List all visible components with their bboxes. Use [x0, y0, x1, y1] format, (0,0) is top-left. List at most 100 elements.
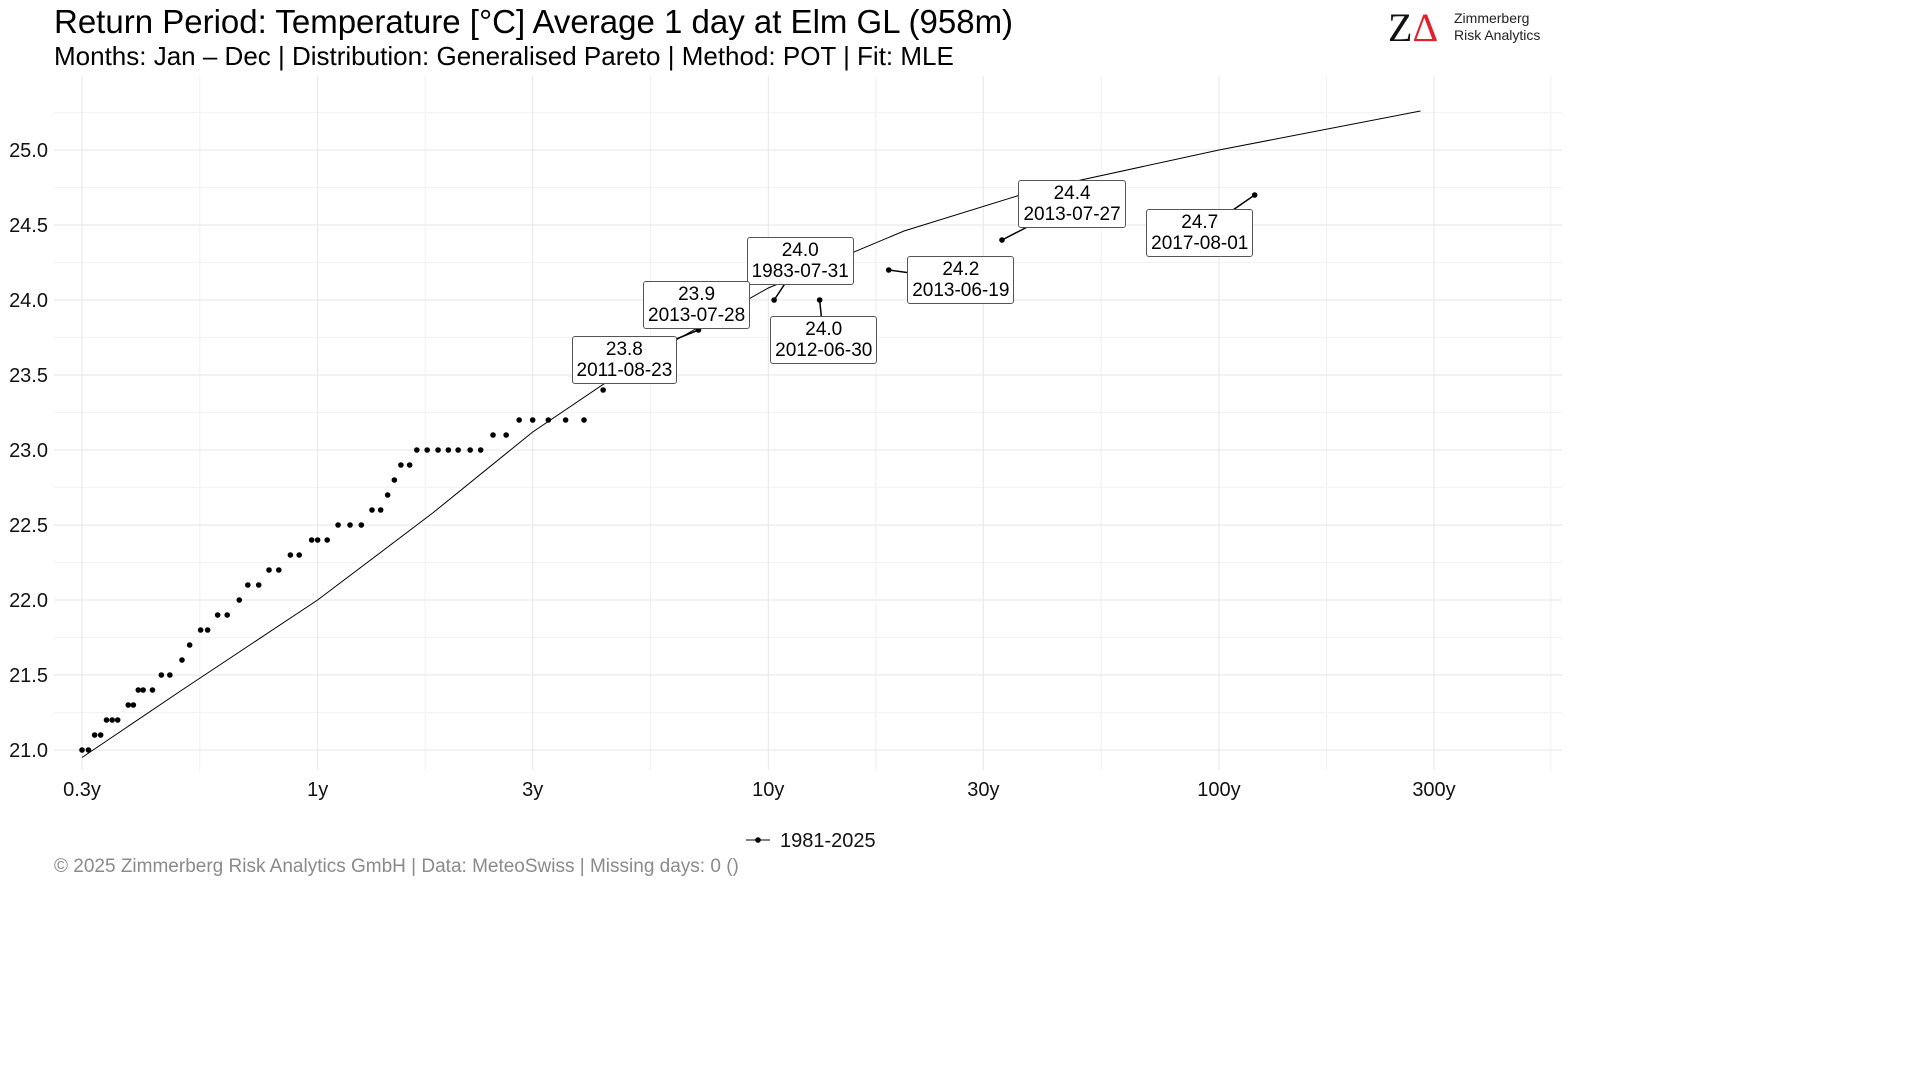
data-point — [135, 687, 142, 693]
data-point — [167, 672, 173, 678]
data-point — [296, 552, 302, 558]
y-tick-label: 21.0 — [9, 740, 48, 762]
data-point — [467, 447, 473, 453]
data-point — [377, 507, 384, 513]
annotation-value: 24.7 — [1181, 212, 1219, 233]
footer-credits: © 2025 Zimmerberg Risk Analytics GmbH | … — [54, 856, 739, 877]
annotation-date: 2013-07-28 — [648, 305, 746, 326]
data-point — [140, 687, 146, 693]
data-point — [435, 447, 441, 453]
data-point — [103, 717, 110, 723]
data-point — [287, 552, 294, 558]
data-point — [149, 687, 156, 693]
data-point — [384, 492, 391, 498]
logo-delta: Δ — [1412, 5, 1439, 50]
annotation-date: 2011-08-23 — [576, 360, 673, 381]
logo-text: Zimmerberg Risk Analytics — [1454, 10, 1540, 44]
annotation-label: 24.4 2013-07-27 — [1018, 180, 1126, 228]
data-point — [347, 522, 353, 528]
annotation-label: 24.0 2012-06-30 — [770, 316, 878, 364]
annotation-date: 2012-06-30 — [775, 340, 873, 361]
data-point — [424, 447, 430, 453]
data-point — [490, 432, 496, 438]
x-tick-label: 100y — [1197, 779, 1240, 801]
data-point — [414, 447, 420, 453]
fit-curve — [81, 110, 1421, 758]
annotation-label: 24.7 2017-08-01 — [1146, 209, 1254, 257]
y-tick-label: 22.0 — [9, 590, 48, 612]
x-tick-label: 10y — [752, 779, 784, 801]
annotation-date: 2013-07-27 — [1023, 204, 1121, 225]
data-point — [455, 447, 461, 453]
annotation-label: 24.0 1983-07-31 — [746, 237, 854, 285]
x-tick-label: 0.3y — [63, 779, 101, 801]
logo-z: Z — [1388, 5, 1413, 50]
data-point — [562, 417, 569, 423]
data-point — [581, 417, 587, 423]
annotation-label: 23.9 2013-07-28 — [643, 281, 751, 329]
data-point — [369, 507, 375, 513]
data-point — [158, 672, 165, 678]
return-period-chart: 0.3y 1y 3y 10y 30y 100y 300y 21.0 21.5 22.0 22.5 23… — [9, 76, 1562, 852]
logo-line-2: Risk Analytics — [1454, 27, 1541, 43]
data-point — [335, 522, 341, 528]
data-point — [224, 612, 231, 618]
data-point — [503, 432, 509, 438]
data-point — [600, 387, 606, 393]
x-tick-label: 3y — [522, 779, 543, 801]
data-point — [130, 702, 137, 708]
data-point — [255, 582, 262, 588]
annotation-value: 24.2 — [942, 259, 980, 280]
annotation-date: 2013-06-19 — [912, 280, 1010, 301]
data-point — [445, 447, 452, 453]
y-tick-label: 23.5 — [9, 365, 48, 387]
data-point — [85, 747, 92, 753]
legend-label: 1981-2025 — [780, 830, 876, 852]
data-point — [109, 717, 115, 723]
data-point — [477, 447, 484, 453]
data-point — [186, 642, 193, 648]
data-point — [391, 477, 398, 483]
y-tick-label: 22.5 — [9, 515, 48, 537]
data-point — [245, 582, 251, 588]
data-point — [529, 417, 536, 423]
annotation-value: 24.0 — [781, 240, 819, 261]
data-point — [266, 567, 272, 573]
data-point — [114, 717, 121, 723]
data-point — [125, 702, 132, 708]
legend-point-icon — [755, 837, 761, 843]
data-point — [179, 657, 185, 663]
y-tick-label: 25.0 — [9, 140, 48, 162]
annotation-label: 23.8 2011-08-23 — [571, 336, 678, 384]
data-point — [516, 417, 522, 423]
data-point — [358, 522, 365, 528]
data-point — [324, 537, 330, 543]
x-tick-label: 300y — [1412, 779, 1455, 801]
data-point — [79, 747, 85, 753]
annotation-date: 1983-07-31 — [751, 261, 849, 282]
logo-mark: ZΔ — [1388, 6, 1438, 50]
y-tick-label: 23.0 — [9, 440, 48, 462]
annotation-date: 2017-08-01 — [1151, 233, 1249, 254]
data-point — [276, 567, 282, 573]
data-point — [97, 732, 104, 738]
data-point — [197, 627, 204, 633]
data-point — [308, 537, 315, 543]
data-point — [314, 537, 321, 543]
company-logo: ZΔ Zimmerberg Risk Analytics — [1388, 6, 1558, 50]
data-point — [91, 732, 98, 738]
x-tick-label: 1y — [307, 779, 328, 801]
data-point — [545, 417, 552, 423]
data-point — [204, 627, 211, 633]
y-tick-label: 24.5 — [9, 215, 48, 237]
y-tick-label: 21.5 — [9, 665, 48, 687]
data-point — [398, 462, 404, 468]
annotation-value: 23.9 — [678, 284, 716, 305]
chart-subtitle: Months: Jan – Dec | Distribution: Genera… — [54, 41, 954, 71]
logo-line-1: Zimmerberg — [1454, 10, 1530, 26]
x-tick-label: 30y — [967, 779, 999, 801]
data-point — [214, 612, 221, 618]
data-point — [236, 597, 243, 603]
annotation-value: 23.8 — [605, 339, 643, 360]
annotation-label: 24.2 2013-06-19 — [907, 256, 1015, 304]
